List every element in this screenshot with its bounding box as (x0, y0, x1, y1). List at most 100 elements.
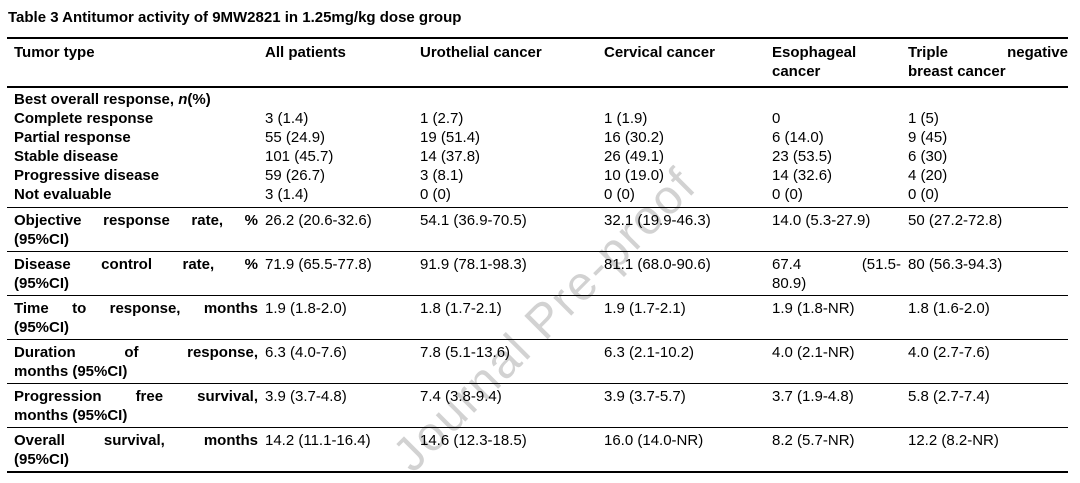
data-cell-progression-free-survival-all-patients: 3.9 (3.7-4.8) (258, 383, 413, 428)
text-line: 91.9 (78.1-98.3) (420, 256, 527, 273)
text-line: Disease control rate, % (14, 256, 258, 273)
data-cell-progression-free-survival-triple-negative-breast-cancer: 5.8 (2.7-7.4) (901, 383, 1068, 428)
text-line: 4.0 (2.1-NR) (772, 344, 855, 361)
data-cell-disease-control-rate-esophageal-cancer: 67.4 (51.5- 80.9) (765, 251, 901, 296)
text-line: 6.3 (4.0-7.6) (265, 344, 347, 361)
data-cell-progression-free-survival-esophageal-cancer: 3.7 (1.9-4.8) (765, 383, 901, 428)
text-line: breast cancer (908, 63, 1006, 80)
data-cell-progressive-disease-urothelial-cancer: 3 (8.1) (413, 166, 597, 185)
text-line (420, 90, 597, 109)
data-cell-time-to-response-triple-negative-breast-cancer: 1.8 (1.6-2.0) (901, 295, 1068, 340)
text-line: (95%CI) (14, 319, 70, 336)
text-line: Progressive disease (14, 167, 160, 184)
row-label-partial-response: Partial response (7, 128, 258, 147)
text-line: 1 (2.7) (420, 110, 464, 127)
data-cell-objective-response-rate-urothelial-cancer: 54.1 (36.9-70.5) (413, 207, 597, 252)
data-cell-complete-response-triple-negative-breast-cancer: 1 (5) (901, 109, 1068, 128)
data-cell-complete-response-all-patients: 3 (1.4) (258, 109, 413, 128)
data-cell-complete-response-esophageal-cancer: 0 (765, 109, 901, 128)
text-line: 3 (1.4) (265, 110, 309, 127)
text-line: All patients (265, 44, 346, 61)
text-line: 5.8 (2.7-7.4) (908, 388, 990, 405)
text-part: (%) (187, 91, 211, 108)
text-line: 59 (26.7) (265, 167, 326, 184)
data-cell-partial-response-triple-negative-breast-cancer: 9 (45) (901, 128, 1068, 147)
text-line: Time to response, months (14, 300, 258, 317)
row-label-time-to-response: Time to response, months (95%CI) (7, 295, 258, 340)
data-cell-best-overall-response-urothelial-cancer (413, 87, 597, 109)
text-line: (95%CI) (14, 275, 70, 292)
row-label-progressive-disease: Progressive disease (7, 166, 258, 185)
row-label-complete-response: Complete response (7, 109, 258, 128)
text-line: 3.7 (1.9-4.8) (772, 388, 854, 405)
text-line: 3.9 (3.7-4.8) (265, 388, 347, 405)
text-line: 1.9 (1.8-NR) (772, 300, 855, 317)
data-cell-overall-survival-all-patients: 14.2 (11.1-16.4) (258, 427, 413, 473)
text-line: Objective response rate, % (14, 212, 258, 229)
table-header: Tumor type All patients Urothelial cancer C… (7, 37, 1068, 88)
data-cell-duration-of-response-urothelial-cancer: 7.8 (5.1-13.6) (413, 339, 597, 384)
text-line: months (95%CI) (14, 363, 128, 380)
table-row-overall-survival: Overall survival, months (95%CI) 14.2 (11.… (7, 427, 1068, 473)
row-label-not-evaluable: Not evaluable (7, 185, 258, 208)
text-line: 0 (0) (772, 186, 803, 203)
text-line: 4 (20) (908, 167, 948, 184)
text-line (772, 90, 901, 109)
data-cell-overall-survival-urothelial-cancer: 14.6 (12.3-18.5) (413, 427, 597, 473)
data-cell-objective-response-rate-esophageal-cancer: 14.0 (5.3-27.9) (765, 207, 901, 252)
text-line: 0 (0) (908, 186, 939, 203)
text-line: 4.0 (2.7-7.6) (908, 344, 990, 361)
data-cell-stable-disease-esophageal-cancer: 23 (53.5) (765, 147, 901, 166)
text-line: 6.3 (2.1-10.2) (604, 344, 695, 361)
column-header-urothelial-cancer: Urothelial cancer (413, 37, 597, 88)
data-cell-duration-of-response-cervical-cancer: 6.3 (2.1-10.2) (597, 339, 765, 384)
text-line: 55 (24.9) (265, 129, 326, 146)
text-line: 80 (56.3-94.3) (908, 256, 1003, 273)
data-cell-duration-of-response-esophageal-cancer: 4.0 (2.1-NR) (765, 339, 901, 384)
column-header-cervical-cancer: Cervical cancer (597, 37, 765, 88)
text-line: 26 (49.1) (604, 148, 665, 165)
data-cell-best-overall-response-esophageal-cancer (765, 87, 901, 109)
column-header-tumor-type: Tumor type (7, 37, 258, 88)
text-line: Best overall response, n(%) (14, 90, 258, 109)
text-line: Tumor type (14, 44, 95, 61)
data-cell-best-overall-response-cervical-cancer (597, 87, 765, 109)
column-header-all-patients: All patients (258, 37, 413, 88)
data-cell-not-evaluable-all-patients: 3 (1.4) (258, 185, 413, 208)
text-line (265, 90, 413, 109)
text-line: months (95%CI) (14, 407, 128, 424)
data-cell-partial-response-cervical-cancer: 16 (30.2) (597, 128, 765, 147)
text-line: 0 (0) (420, 186, 451, 203)
text-line: 32.1 (19.9-46.3) (604, 212, 711, 229)
text-line (908, 90, 1068, 109)
text-line: 14 (37.8) (420, 148, 481, 165)
data-cell-overall-survival-cervical-cancer: 16.0 (14.0-NR) (597, 427, 765, 473)
text-line: 9 (45) (908, 129, 948, 146)
data-cell-partial-response-all-patients: 55 (24.9) (258, 128, 413, 147)
antitumor-activity-table: Tumor type All patients Urothelial cancer C… (7, 37, 1068, 473)
data-cell-disease-control-rate-triple-negative-breast-cancer: 80 (56.3-94.3) (901, 251, 1068, 296)
text-line: 14.6 (12.3-18.5) (420, 432, 527, 449)
row-label-progression-free-survival: Progression free survival, months (95%CI) (7, 383, 258, 428)
text-line: 7.4 (3.8-9.4) (420, 388, 502, 405)
data-cell-not-evaluable-urothelial-cancer: 0 (0) (413, 185, 597, 208)
text-line: 1 (1.9) (604, 110, 648, 127)
text-line: 23 (53.5) (772, 148, 833, 165)
text-line: 3 (1.4) (265, 186, 309, 203)
data-cell-overall-survival-triple-negative-breast-cancer: 12.2 (8.2-NR) (901, 427, 1068, 473)
data-cell-complete-response-urothelial-cancer: 1 (2.7) (413, 109, 597, 128)
data-cell-progressive-disease-cervical-cancer: 10 (19.0) (597, 166, 765, 185)
header-row: Tumor type All patients Urothelial cancer C… (7, 37, 1068, 88)
data-cell-disease-control-rate-all-patients: 71.9 (65.5-77.8) (258, 251, 413, 296)
text-line: 6 (30) (908, 148, 948, 165)
text-line: 3.9 (3.7-5.7) (604, 388, 686, 405)
data-cell-best-overall-response-all-patients (258, 87, 413, 109)
text-line: 14 (32.6) (772, 167, 833, 184)
text-line: 7.8 (5.1-13.6) (420, 344, 511, 361)
table-row-disease-control-rate: Disease control rate, % (95%CI) 71.9 (65.5… (7, 251, 1068, 296)
text-line: Duration of response, (14, 344, 258, 361)
text-line: 12.2 (8.2-NR) (908, 432, 999, 449)
data-cell-time-to-response-urothelial-cancer: 1.8 (1.7-2.1) (413, 295, 597, 340)
text-line: (95%CI) (14, 231, 70, 248)
text-line: 1 (5) (908, 110, 939, 127)
